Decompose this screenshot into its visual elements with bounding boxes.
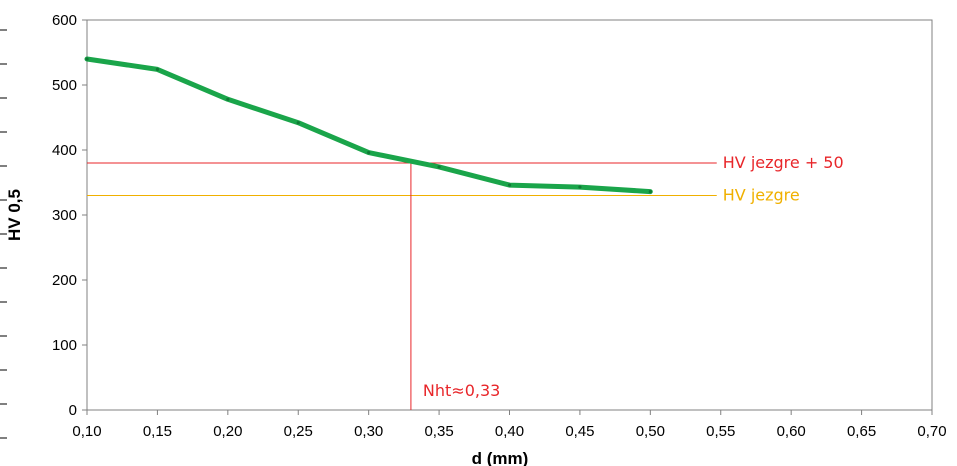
reference-line-label: HV jezgre + 50 xyxy=(723,153,844,172)
x-tick-label: 0,65 xyxy=(847,423,876,440)
y-tick-label: 400 xyxy=(52,142,77,159)
y-tick-label: 100 xyxy=(52,337,77,354)
data-point xyxy=(648,190,652,194)
x-tick-label: 0,20 xyxy=(213,423,242,440)
y-tick-label: 500 xyxy=(52,77,77,94)
data-point xyxy=(507,183,512,187)
x-tick-label: 0,70 xyxy=(917,423,946,440)
x-tick-label: 0,10 xyxy=(72,423,101,440)
y-tick-label: 300 xyxy=(52,207,77,224)
y-tick-label: 200 xyxy=(52,272,77,289)
x-tick-label: 0,60 xyxy=(777,423,806,440)
x-tick-label: 0,25 xyxy=(284,423,313,440)
x-tick-label: 0,30 xyxy=(354,423,383,440)
data-point xyxy=(226,97,230,101)
data-point xyxy=(437,165,441,169)
x-tick-label: 0,45 xyxy=(565,423,594,440)
data-point xyxy=(367,151,371,155)
data-point xyxy=(85,57,89,61)
reference-line-label: HV jezgre xyxy=(723,186,800,205)
x-tick-label: 0,35 xyxy=(424,423,453,440)
x-tick-label: 0,50 xyxy=(636,423,665,440)
x-axis-ticks: 0,10 0,15 0,20 0,25 0,30 0,35 0,40 0,45 0,50 0,55… xyxy=(72,410,947,440)
y-tick-label: 0 xyxy=(69,402,77,419)
vertical-marker-label: Nht≈0,33 xyxy=(423,381,500,400)
x-tick-label: 0,40 xyxy=(495,423,524,440)
x-tick-label: 0,15 xyxy=(143,423,172,440)
x-tick-label: 0,55 xyxy=(706,423,735,440)
data-point xyxy=(155,67,160,71)
x-axis-title: d (mm) xyxy=(472,449,529,466)
reference-lines: HV jezgre + 50 HV jezgre Nht≈0,33 xyxy=(87,153,844,410)
y-axis-ticks: 0 100 200 300 400 500 600 xyxy=(0,12,87,439)
data-point xyxy=(578,185,582,189)
y-axis-title: HV 0,5 xyxy=(5,189,24,241)
data-point xyxy=(296,121,300,125)
y-tick-label: 600 xyxy=(52,12,77,29)
series-layer xyxy=(84,56,653,195)
